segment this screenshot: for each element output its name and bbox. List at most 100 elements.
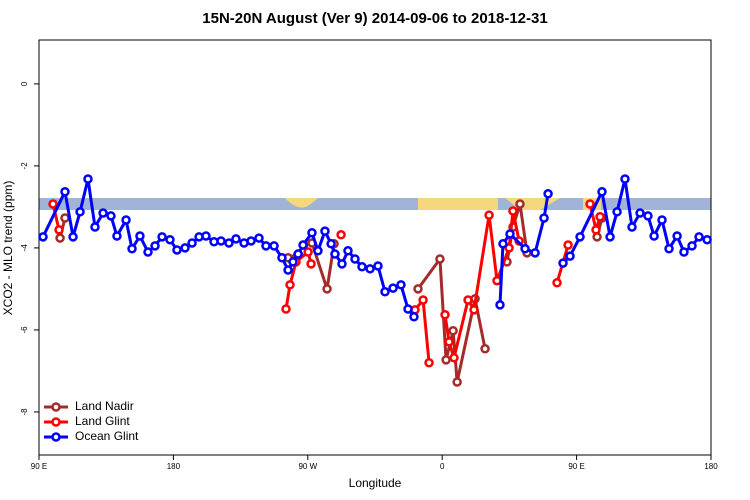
data-point bbox=[452, 377, 462, 387]
x-axis-label: Longitude bbox=[349, 476, 402, 490]
data-point bbox=[293, 249, 303, 259]
data-point bbox=[515, 199, 525, 209]
ocean-band bbox=[39, 198, 711, 210]
data-point bbox=[281, 304, 291, 314]
data-point bbox=[150, 241, 160, 251]
data-point bbox=[365, 264, 375, 274]
data-point bbox=[388, 283, 398, 293]
data-point bbox=[563, 240, 573, 250]
legend-marker bbox=[51, 402, 61, 412]
data-point bbox=[60, 186, 70, 197]
data-point bbox=[337, 259, 347, 269]
data-point bbox=[288, 257, 298, 267]
data-point bbox=[441, 355, 451, 365]
data-point bbox=[664, 243, 674, 254]
data-point bbox=[484, 210, 494, 220]
data-point bbox=[180, 243, 190, 253]
data-point bbox=[505, 229, 515, 239]
data-point bbox=[254, 233, 264, 243]
data-point bbox=[649, 231, 659, 241]
data-point bbox=[448, 325, 458, 336]
data-point bbox=[330, 249, 340, 259]
data-point bbox=[635, 208, 645, 218]
legend-label: Ocean Glint bbox=[75, 429, 139, 443]
y-tick-label: -6 bbox=[20, 326, 29, 334]
data-point bbox=[306, 259, 316, 269]
legend-label: Land Glint bbox=[75, 414, 130, 428]
data-point bbox=[135, 231, 145, 241]
data-point bbox=[277, 253, 287, 263]
data-point bbox=[620, 174, 630, 184]
data-point bbox=[627, 222, 637, 232]
y-tick-label: 0 bbox=[20, 81, 29, 86]
data-point bbox=[172, 245, 182, 255]
data-point bbox=[83, 174, 93, 184]
data-point bbox=[75, 207, 85, 217]
data-point bbox=[552, 278, 562, 288]
legend-marker bbox=[51, 417, 61, 427]
data-point bbox=[322, 284, 332, 294]
series-line bbox=[58, 203, 604, 383]
data-point bbox=[216, 236, 226, 246]
data-point bbox=[558, 258, 568, 268]
data-point bbox=[435, 254, 445, 264]
data-point bbox=[469, 305, 479, 315]
data-point bbox=[672, 231, 682, 241]
data-point bbox=[565, 251, 575, 261]
data-point bbox=[224, 238, 234, 248]
data-point bbox=[55, 233, 65, 243]
data-point bbox=[495, 300, 505, 310]
data-point bbox=[585, 199, 595, 209]
data-point bbox=[313, 246, 323, 256]
data-point bbox=[285, 280, 295, 290]
data-point bbox=[679, 247, 689, 257]
data-point bbox=[283, 265, 293, 275]
data-point bbox=[418, 295, 428, 305]
data-point bbox=[165, 234, 175, 245]
x-tick-label: 90 W bbox=[298, 462, 317, 471]
data-point bbox=[543, 189, 553, 199]
data-point bbox=[597, 186, 607, 197]
data-point bbox=[143, 247, 153, 257]
data-point bbox=[98, 208, 108, 218]
data-point bbox=[575, 232, 585, 242]
data-point bbox=[643, 211, 653, 221]
data-point bbox=[261, 241, 271, 251]
data-point bbox=[591, 225, 601, 235]
data-point bbox=[187, 238, 197, 248]
data-point bbox=[54, 225, 64, 235]
legend-marker bbox=[51, 432, 61, 442]
data-point bbox=[403, 304, 413, 314]
data-point bbox=[90, 222, 100, 232]
data-point bbox=[231, 234, 241, 244]
data-point bbox=[38, 232, 48, 242]
data-point bbox=[121, 215, 131, 225]
data-point bbox=[396, 280, 406, 290]
data-point bbox=[112, 231, 122, 241]
data-point bbox=[157, 232, 167, 242]
data-point bbox=[595, 211, 605, 222]
y-tick-label: -2 bbox=[20, 162, 29, 170]
data-point bbox=[612, 207, 622, 217]
data-point bbox=[657, 215, 667, 225]
land-patch bbox=[418, 198, 498, 210]
data-point bbox=[498, 239, 508, 249]
data-point bbox=[539, 213, 549, 223]
data-point bbox=[48, 199, 58, 209]
data-point bbox=[320, 226, 330, 236]
data-point bbox=[350, 254, 360, 264]
data-point bbox=[343, 246, 353, 256]
y-tick-label: -8 bbox=[20, 408, 29, 416]
plot-frame bbox=[38, 39, 712, 456]
data-point bbox=[373, 261, 383, 271]
x-tick-label: 0 bbox=[440, 462, 445, 471]
data-point bbox=[303, 247, 313, 257]
data-point bbox=[68, 232, 78, 242]
chart-title: 15N-20N August (Ver 9) 2014-09-06 to 201… bbox=[202, 10, 547, 27]
y-tick-label: -4 bbox=[20, 244, 29, 252]
data-point bbox=[492, 275, 502, 286]
data-point bbox=[298, 240, 308, 250]
land-map-band bbox=[39, 198, 711, 210]
